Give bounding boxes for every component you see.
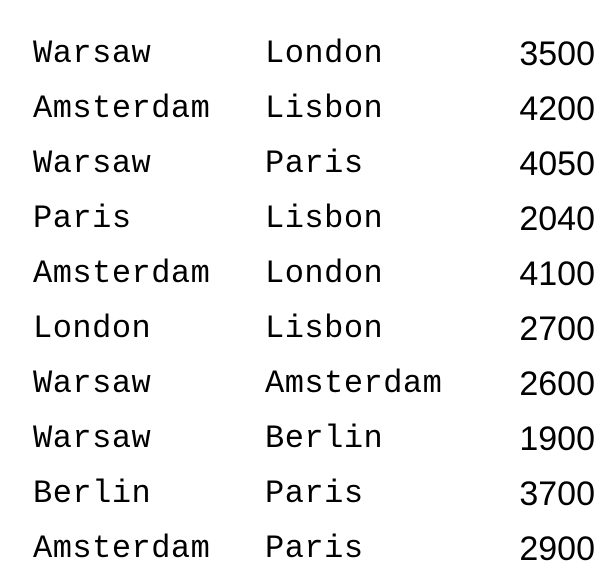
distance-value: 3500	[519, 35, 595, 73]
origin-city: Warsaw	[33, 365, 152, 402]
destination-city: Paris	[265, 530, 364, 567]
destination-city: Paris	[265, 475, 364, 512]
distance-value: 2600	[519, 365, 595, 403]
origin-city: Paris	[33, 200, 132, 237]
table-row: Warsaw London 3500	[33, 29, 595, 84]
table-row: Berlin Paris 3700	[33, 469, 595, 524]
distance-value: 4100	[519, 255, 595, 293]
origin-city: Amsterdam	[33, 530, 211, 567]
origin-city: Warsaw	[33, 145, 152, 182]
distance-value: 2900	[519, 530, 595, 568]
distance-table: Warsaw London 3500 Amsterdam Lisbon 4200…	[33, 29, 595, 579]
origin-city: Warsaw	[33, 420, 152, 457]
origin-city: Warsaw	[33, 35, 152, 72]
origin-city: Berlin	[33, 475, 152, 512]
destination-city: Lisbon	[265, 90, 384, 127]
table-row: Amsterdam London 4100	[33, 249, 595, 304]
distance-value: 3700	[519, 475, 595, 513]
origin-city: Amsterdam	[33, 90, 211, 127]
table-row: Warsaw Paris 4050	[33, 139, 595, 194]
destination-city: Lisbon	[265, 200, 384, 237]
destination-city: London	[265, 35, 384, 72]
destination-city: London	[265, 255, 384, 292]
table-row: London Lisbon 2700	[33, 304, 595, 359]
table-row: Amsterdam Lisbon 4200	[33, 84, 595, 139]
table-row: Amsterdam Paris 2900	[33, 524, 595, 579]
destination-city: Berlin	[265, 420, 384, 457]
distance-value: 4050	[519, 145, 595, 183]
destination-city: Paris	[265, 145, 364, 182]
distance-value: 2040	[519, 200, 595, 238]
table-row: Warsaw Amsterdam 2600	[33, 359, 595, 414]
origin-city: London	[33, 310, 152, 347]
distance-value: 1900	[519, 420, 595, 458]
destination-city: Amsterdam	[265, 365, 443, 402]
table-row: Warsaw Berlin 1900	[33, 414, 595, 469]
destination-city: Lisbon	[265, 310, 384, 347]
distance-value: 2700	[519, 310, 595, 348]
table-row: Paris Lisbon 2040	[33, 194, 595, 249]
origin-city: Amsterdam	[33, 255, 211, 292]
distance-value: 4200	[519, 90, 595, 128]
